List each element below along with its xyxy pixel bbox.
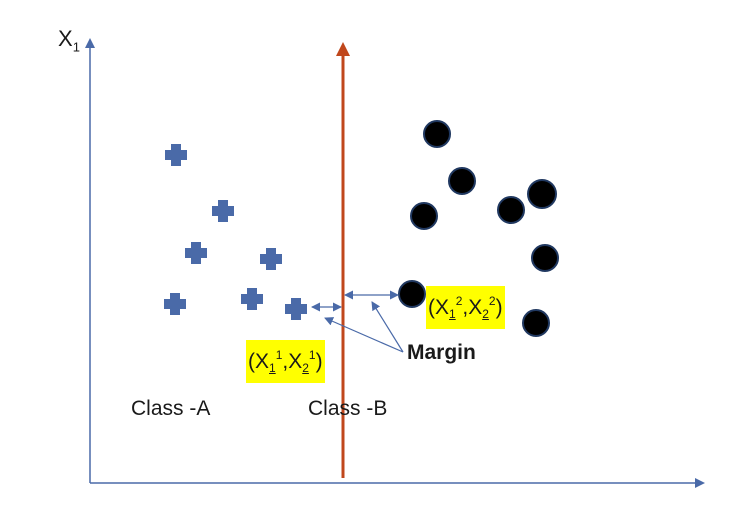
margin-pointer-1: [324, 317, 404, 353]
margin-pointer-2: [371, 301, 404, 353]
class-b-point: [497, 196, 525, 224]
class-a-point: [165, 144, 187, 166]
class-b-point: [522, 309, 550, 337]
class-a-point: [185, 242, 207, 264]
y-axis-label: X1: [58, 26, 80, 55]
class-a-point: [164, 293, 186, 315]
class-a-point: [241, 288, 263, 310]
class-a-points: [164, 144, 307, 320]
class-b-point: [448, 167, 476, 195]
margin-label: Margin: [407, 341, 476, 364]
class-b-point: [527, 179, 557, 209]
class-b-point: [410, 202, 438, 230]
support-vector-2-label: (X12,X22): [426, 286, 505, 329]
class-b-point: [398, 280, 426, 308]
class-b-points: [398, 120, 559, 337]
class-b-point: [423, 120, 451, 148]
class-a-point: [285, 298, 307, 320]
class-b-label: Class -B: [308, 397, 388, 420]
class-b-point: [531, 244, 559, 272]
support-vector-1-label: (X11,X21): [246, 340, 325, 383]
class-a-point: [212, 200, 234, 222]
class-a-label: Class -A: [131, 397, 211, 420]
class-a-point: [260, 248, 282, 270]
